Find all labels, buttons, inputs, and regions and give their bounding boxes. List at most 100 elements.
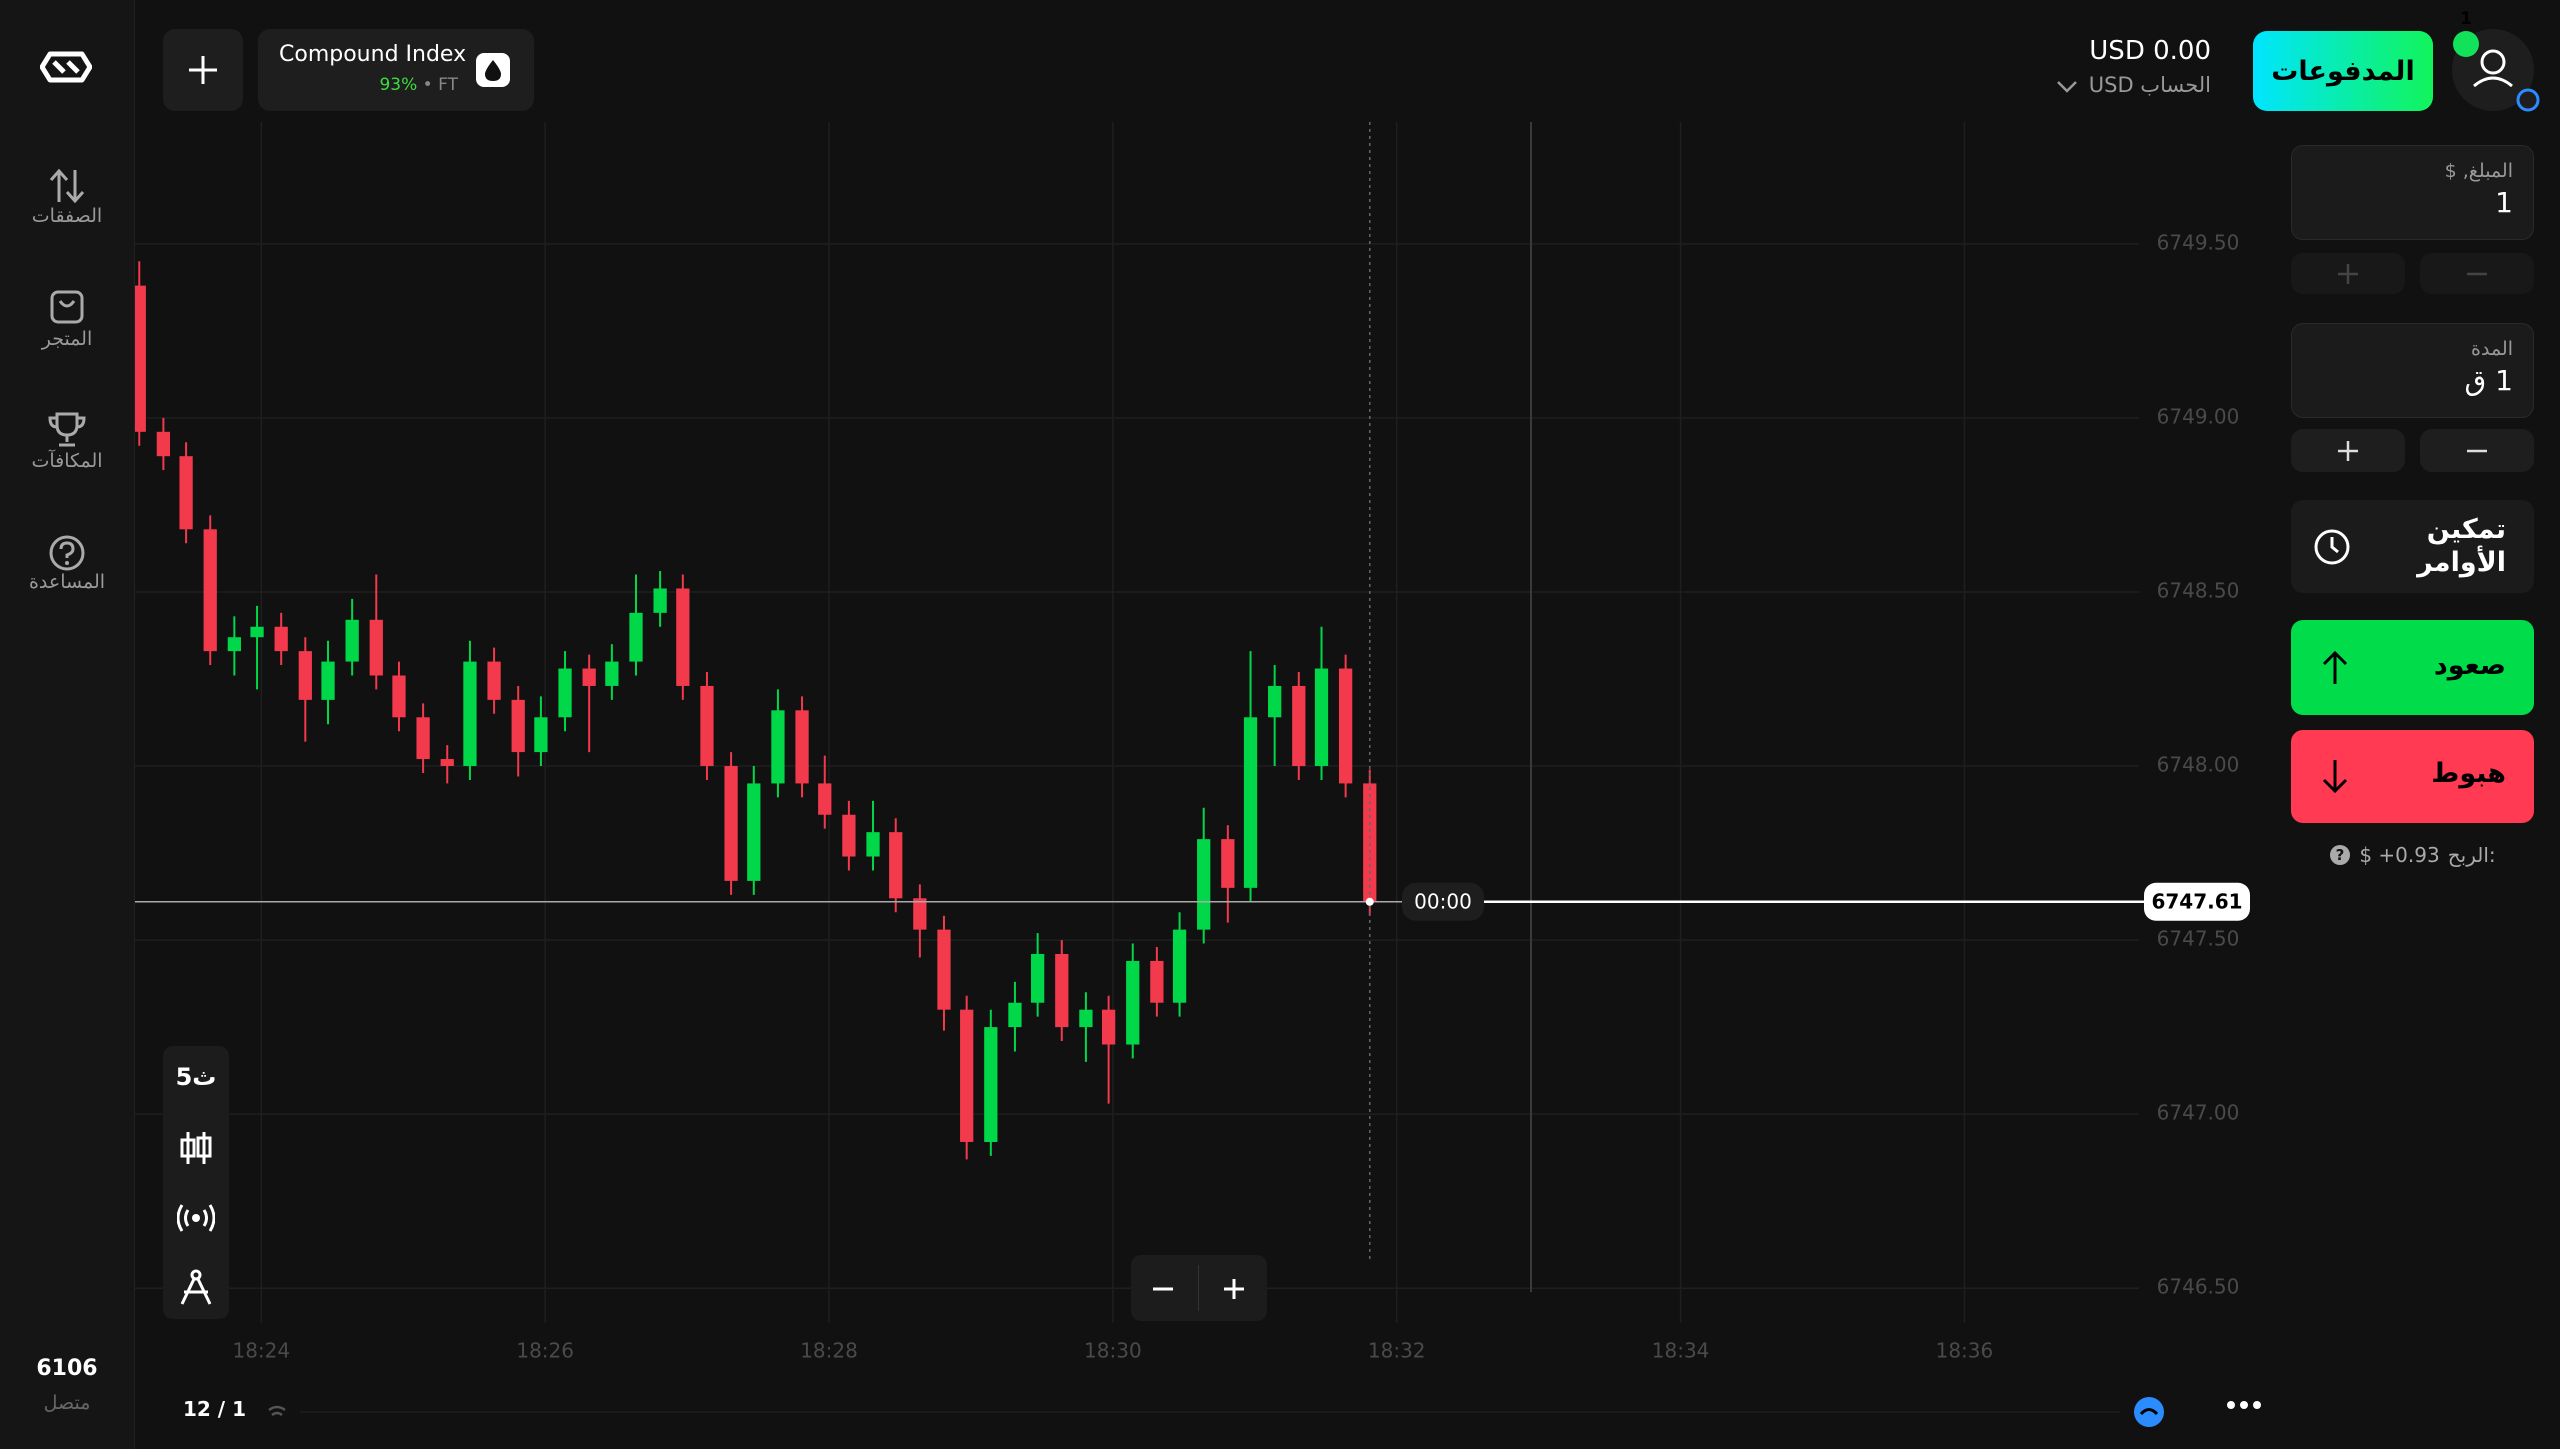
y-tick-label: 6747.50 (2157, 927, 2240, 951)
candle-body (274, 626, 288, 652)
candle-body (392, 675, 406, 718)
candle-body (463, 661, 477, 767)
up-button[interactable]: صعود (2291, 620, 2534, 715)
asset-name: Compound Index (279, 42, 467, 67)
minus-icon (2467, 272, 2487, 275)
y-tick-label: 6748.00 (2157, 753, 2240, 777)
candle-body (1268, 685, 1282, 718)
candle-body (605, 661, 619, 686)
candle-body (771, 710, 785, 784)
nav-trades[interactable]: الصفقات (31, 205, 103, 227)
profit-value: $ +0.93 (2359, 843, 2440, 867)
candle-body (1197, 839, 1211, 930)
candle-body (937, 929, 951, 1010)
down-arrow (2322, 760, 2348, 794)
candle-body (345, 619, 359, 662)
nav-rewards[interactable]: المكافآت (31, 450, 103, 472)
countdown: 00:00 (1414, 889, 1472, 913)
candle-body (1243, 717, 1258, 888)
account-type[interactable]: USD الحساب (2088, 73, 2211, 97)
x-tick-label: 18:30 (1084, 1339, 1142, 1363)
asset-selector[interactable]: Compound Index 93% • FT (258, 29, 534, 111)
candle-body (1031, 953, 1045, 1003)
candle-body (132, 285, 146, 432)
candle-body (842, 814, 856, 857)
x-tick-label: 18:24 (232, 1339, 290, 1363)
candle-body (179, 456, 193, 530)
candle-body (1292, 685, 1306, 767)
candle-body (653, 588, 667, 613)
x-tick-label: 18:34 (1652, 1339, 1710, 1363)
chart-tools: 5ث (163, 1046, 229, 1319)
amount-minus[interactable] (2420, 253, 2534, 294)
drawing-button[interactable] (178, 1268, 214, 1306)
trades-icon[interactable] (47, 166, 87, 206)
candle-body (795, 710, 809, 784)
balance[interactable]: USD 0.00 (2089, 36, 2211, 66)
candle-body (1101, 1009, 1116, 1045)
nav-store[interactable]: المتجر (41, 328, 93, 350)
rewards-icon[interactable] (47, 411, 87, 449)
x-tick-label: 18:36 (1936, 1339, 1994, 1363)
duration-plus[interactable] (2291, 429, 2405, 472)
asset-icon (476, 53, 510, 87)
duration-value: 1 ق (2464, 364, 2513, 397)
timeline-track (300, 1411, 2120, 1413)
down-button[interactable]: هبوط (2291, 730, 2534, 823)
current-price-tag (2144, 882, 2250, 921)
candle-body (984, 1027, 998, 1142)
more-menu[interactable] (2226, 1399, 2262, 1411)
profit-label: الربح: (2447, 843, 2496, 867)
add-asset-button[interactable] (163, 29, 243, 111)
zoom-out[interactable] (1151, 1277, 1175, 1301)
candle-body (1338, 668, 1353, 784)
zoom-divider (1198, 1265, 1199, 1311)
chart-type-button[interactable] (179, 1130, 213, 1166)
profit-row: ? $ +0.93 الربح: (2291, 843, 2534, 867)
candle-body (700, 685, 714, 767)
down-label: هبوط (2431, 758, 2506, 789)
help-icon[interactable] (48, 534, 86, 572)
candle-body (1314, 668, 1329, 767)
duration-minus[interactable] (2420, 429, 2534, 472)
candle-body (724, 766, 738, 881)
candle-body (913, 898, 927, 930)
zoom-in[interactable] (1222, 1277, 1246, 1301)
nav-help[interactable]: المساعدة (28, 571, 106, 593)
asset-meta: 93% • FT (379, 75, 458, 95)
signal-icon (268, 1405, 286, 1417)
amount-plus[interactable] (2291, 253, 2405, 294)
candle-body (1055, 953, 1069, 1028)
online-label: متصل (43, 1392, 91, 1414)
indicators-button[interactable] (177, 1201, 215, 1235)
x-tick-label: 18:32 (1368, 1339, 1426, 1363)
plus-icon (189, 56, 217, 84)
candle-body (250, 626, 264, 638)
candle-body (558, 668, 572, 718)
payments-button[interactable]: المدفوعات (2253, 31, 2433, 111)
store-icon[interactable] (49, 289, 85, 325)
amount-value: 1 (2495, 186, 2513, 219)
amount-input[interactable]: المبلغ, $ 1 (2291, 145, 2534, 240)
pending-orders-label: تمكين الأوامر (2417, 514, 2506, 578)
candle-body (416, 717, 430, 760)
timeframe-button[interactable]: 5ث (175, 1063, 217, 1091)
account-chevron[interactable] (2056, 80, 2078, 94)
y-tick-label: 6749.50 (2157, 230, 2240, 254)
candle-body (511, 699, 525, 753)
candle-body (156, 431, 171, 457)
zoom-controls (1131, 1255, 1267, 1321)
svg-text:?: ? (2336, 846, 2345, 864)
candle-body (960, 1009, 974, 1142)
candle-body (818, 783, 832, 815)
help-icon[interactable]: ? (2329, 844, 2351, 866)
connection-indicator[interactable] (2132, 1395, 2166, 1429)
notification-badge: 1 (2460, 9, 2472, 29)
avatar[interactable] (2448, 26, 2540, 116)
pending-orders-button[interactable]: تمكين الأوامر (2291, 500, 2534, 593)
candle-body (1172, 929, 1187, 1003)
duration-input[interactable]: المدة 1 ق (2291, 323, 2534, 418)
candle-body (487, 661, 501, 700)
asset-payout: 93% (379, 75, 418, 95)
